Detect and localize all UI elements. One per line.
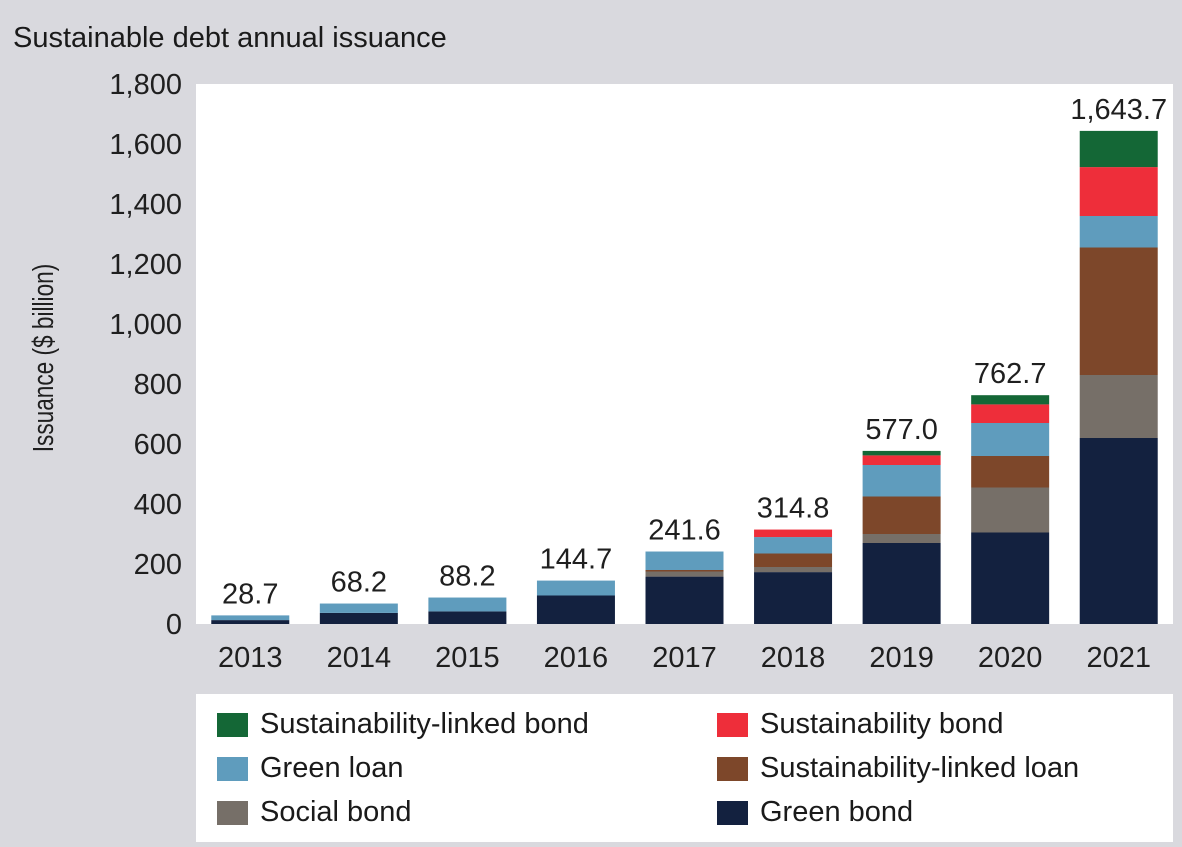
bar-segment-sustainability-linked-loan-2021 xyxy=(1079,247,1158,375)
x-tick-label-2017: 2017 xyxy=(652,642,717,674)
x-tick-label-2013: 2013 xyxy=(218,642,283,674)
bar-segment-social-bond-2021 xyxy=(1079,375,1158,438)
x-tick-label-2020: 2020 xyxy=(978,642,1043,674)
bar-segment-green-loan-2014 xyxy=(319,603,398,613)
bar-segment-sustainability-bond-2021 xyxy=(1079,167,1158,216)
y-tick-label: 200 xyxy=(134,549,182,581)
bar-segment-green-loan-2017 xyxy=(645,551,724,570)
bar-segment-social-bond-2018 xyxy=(754,567,833,573)
bar-segment-green-loan-2019 xyxy=(862,465,941,497)
bar-segment-green-bond-2017 xyxy=(645,576,724,624)
legend: Sustainability-linked bond Sustainabilit… xyxy=(196,694,1173,842)
x-tick-label-2014: 2014 xyxy=(327,642,392,674)
legend-label: Green bond xyxy=(760,796,914,828)
x-tick-label-2019: 2019 xyxy=(869,642,934,674)
total-label-2018: 314.8 xyxy=(757,493,830,525)
bar-segment-sustainability-bond-2019 xyxy=(862,455,941,465)
legend-label: Sustainability-linked loan xyxy=(760,752,1080,784)
bar-segment-social-bond-2019 xyxy=(862,534,941,543)
bar-segment-social-bond-2020 xyxy=(971,487,1050,533)
y-tick-label: 1,600 xyxy=(109,129,182,161)
bar-segment-sustainability-linked-loan-2019 xyxy=(862,496,941,534)
bar-segment-sustainability-linked-loan-2020 xyxy=(971,456,1050,488)
bar-segment-sustainability-linked-loan-2018 xyxy=(754,553,833,567)
y-tick-label: 1,000 xyxy=(109,309,182,341)
legend-swatch-sustainability-linked-bond xyxy=(217,712,248,737)
bar-segment-sustainability-linked-bond-2020 xyxy=(971,395,1050,405)
y-axis-label: Issuance ($ billion) xyxy=(26,264,59,453)
legend-item-green-bond: Green bond xyxy=(717,796,913,829)
total-label-2013: 28.7 xyxy=(222,578,278,610)
bar-segment-sustainability-linked-loan-2017 xyxy=(645,570,724,572)
legend-swatch-green-bond xyxy=(717,800,748,825)
total-label-2019: 577.0 xyxy=(865,414,938,446)
bar-segment-sustainability-bond-2020 xyxy=(971,404,1050,423)
y-tick-label: 1,200 xyxy=(109,249,182,281)
total-label-2014: 68.2 xyxy=(331,567,387,599)
legend-label: Green loan xyxy=(260,752,404,784)
y-tick-label: 400 xyxy=(134,489,182,521)
legend-swatch-sustainability-linked-loan xyxy=(717,756,748,781)
bar-segment-green-loan-2016 xyxy=(536,580,615,596)
total-label-2020: 762.7 xyxy=(974,358,1047,390)
bar-segment-green-loan-2020 xyxy=(971,423,1050,456)
bar-segment-green-loan-2018 xyxy=(754,537,833,554)
bar-segment-green-bond-2014 xyxy=(319,612,398,624)
bar-segment-green-bond-2013 xyxy=(211,620,290,624)
legend-item-green-loan: Green loan xyxy=(217,752,404,785)
total-label-2017: 241.6 xyxy=(648,515,721,547)
bar-segment-sustainability-bond-2018 xyxy=(754,529,833,538)
bar-segment-green-loan-2015 xyxy=(428,597,507,612)
bar-segment-green-bond-2018 xyxy=(754,572,833,624)
legend-swatch-green-loan xyxy=(217,756,248,781)
bar-segment-green-bond-2020 xyxy=(971,532,1050,624)
bar-segment-green-bond-2016 xyxy=(536,595,615,624)
bar-segment-sustainability-linked-bond-2021 xyxy=(1079,130,1158,168)
legend-item-sustainability-linked-loan: Sustainability-linked loan xyxy=(717,752,1079,785)
y-tick-label: 1,400 xyxy=(109,189,182,221)
legend-item-social-bond: Social bond xyxy=(217,796,412,829)
total-label-2016: 144.7 xyxy=(540,544,613,576)
x-tick-label-2021: 2021 xyxy=(1086,642,1151,674)
total-label-2015: 88.2 xyxy=(439,561,495,593)
x-tick-label-2015: 2015 xyxy=(435,642,500,674)
y-tick-label: 600 xyxy=(134,429,182,461)
y-tick-label: 0 xyxy=(166,609,182,641)
chart-title: Sustainable debt annual issuance xyxy=(13,22,447,54)
x-tick-label-2018: 2018 xyxy=(761,642,826,674)
bar-segment-green-bond-2021 xyxy=(1079,438,1158,624)
bar-segment-social-bond-2017 xyxy=(645,571,724,577)
bar-segment-green-loan-2013 xyxy=(211,615,290,621)
y-tick-label: 1,800 xyxy=(109,69,182,101)
legend-swatch-social-bond xyxy=(217,800,248,825)
legend-label: Sustainability bond xyxy=(760,708,1004,740)
x-tick-label-2016: 2016 xyxy=(544,642,609,674)
legend-label: Sustainability-linked bond xyxy=(260,708,589,740)
bar-segment-green-bond-2019 xyxy=(862,543,941,624)
bar-segment-green-loan-2021 xyxy=(1079,216,1158,248)
legend-item-sustainability-linked-bond: Sustainability-linked bond xyxy=(217,708,589,741)
total-label-2021: 1,643.7 xyxy=(1070,94,1167,126)
y-tick-label: 800 xyxy=(134,369,182,401)
bar-segment-green-bond-2015 xyxy=(428,611,507,624)
legend-item-sustainability-bond: Sustainability bond xyxy=(717,708,1003,741)
legend-label: Social bond xyxy=(260,796,412,828)
bar-segment-sustainability-linked-bond-2019 xyxy=(862,450,941,456)
legend-swatch-sustainability-bond xyxy=(717,712,748,737)
